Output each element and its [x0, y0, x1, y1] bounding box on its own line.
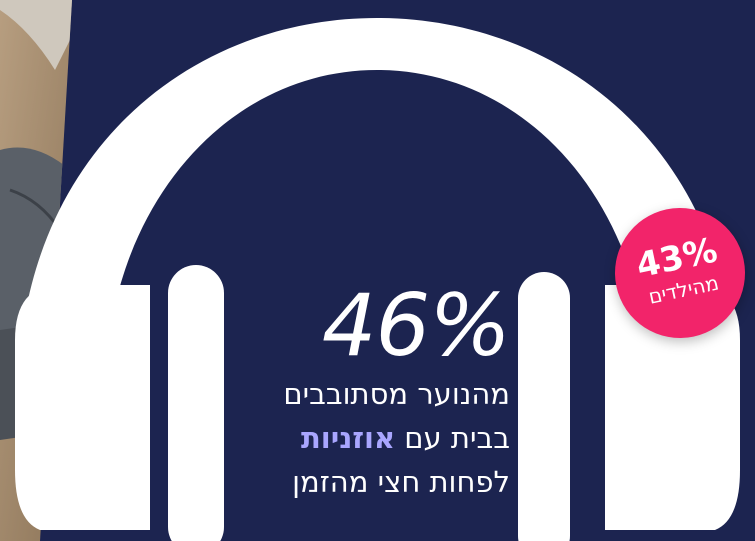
headphones-word: אוזניות	[300, 421, 396, 455]
teen-stat: 46% מהנוער מסתובבים בבית עם אוזניות לפחו…	[210, 276, 511, 504]
stat-line-2: בבית עם אוזניות	[210, 416, 510, 460]
stat-line-1: מהנוער מסתובבים	[283, 377, 510, 411]
stat-line-2-prefix: בבית עם	[395, 421, 510, 455]
stat-line-3: לפחות חצי מהזמן	[292, 465, 510, 499]
teen-stat-description: מהנוער מסתובבים בבית עם אוזניות לפחות חצ…	[210, 372, 510, 504]
teen-percent: 46%	[321, 276, 511, 376]
